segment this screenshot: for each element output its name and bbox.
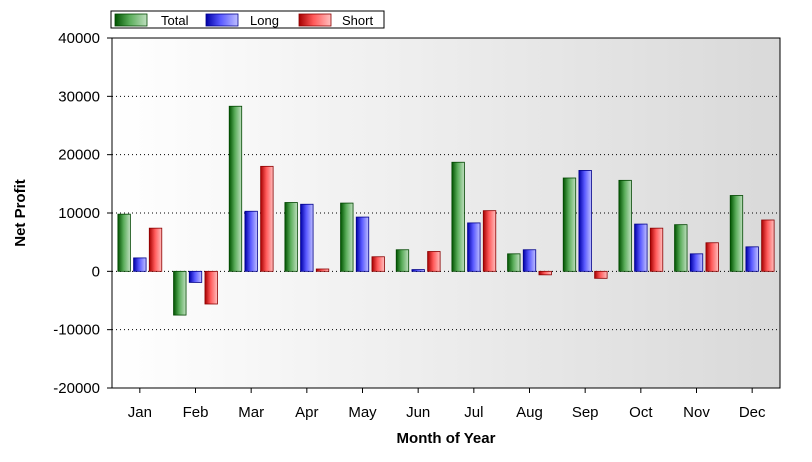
bar-long-feb: [188, 270, 203, 283]
legend-label-short: Short: [342, 13, 373, 28]
bar-total-apr: [284, 202, 298, 272]
x-tick-label: Aug: [516, 404, 543, 421]
bar-total-jun: [395, 249, 410, 272]
legend-label-long: Long: [250, 13, 279, 28]
x-tick-label: Oct: [629, 404, 653, 421]
legend-swatch-short: [298, 13, 332, 27]
bar-total-jul: [451, 161, 465, 272]
x-tick-label: Jul: [464, 404, 483, 421]
x-axis-title: Month of Year: [397, 430, 496, 447]
x-tick-label: May: [348, 404, 377, 421]
x-tick-label: Jun: [406, 404, 430, 421]
bar-total-dec: [729, 195, 744, 272]
bar-total-nov: [674, 224, 688, 272]
bar-short-oct: [649, 227, 664, 272]
legend-label-total: Total: [161, 13, 189, 28]
bars: [117, 105, 775, 316]
gridlines: [112, 95, 780, 331]
y-tick-label: 0: [92, 263, 100, 280]
x-tick-label: Jan: [128, 404, 152, 421]
x-tick-label: Feb: [183, 404, 209, 421]
bar-long-aug: [522, 249, 537, 272]
bar-short-jan: [148, 227, 163, 272]
y-tick-label: -20000: [53, 380, 100, 397]
x-tick-label: Nov: [683, 404, 710, 421]
bar-total-aug: [507, 253, 521, 272]
bar-long-jun: [411, 269, 425, 272]
bar-short-aug: [538, 270, 552, 276]
bar-total-jan: [117, 213, 131, 272]
y-tick-label: 10000: [58, 205, 100, 222]
bar-short-nov: [705, 242, 719, 272]
bar-short-sep: [594, 270, 608, 279]
bar-total-mar: [228, 105, 243, 272]
y-axis-title: Net Profit: [12, 179, 29, 247]
legend-swatch-total: [114, 13, 148, 27]
bar-short-jun: [427, 251, 441, 272]
bar-total-feb: [173, 270, 187, 316]
bar-long-sep: [578, 170, 592, 272]
y-tick-label: 40000: [58, 30, 100, 47]
bar-total-may: [340, 202, 354, 272]
x-tick-label: Apr: [295, 404, 318, 421]
bar-long-dec: [745, 246, 759, 272]
bar-short-jul: [482, 210, 497, 272]
y-tick-label: 30000: [58, 88, 100, 105]
bar-long-nov: [689, 253, 704, 272]
bar-short-mar: [260, 165, 274, 272]
bar-long-jan: [133, 257, 147, 272]
bar-short-may: [371, 256, 385, 272]
bar-long-jul: [467, 222, 481, 272]
y-tick-label: 20000: [58, 147, 100, 164]
legend-swatch-long: [205, 13, 239, 27]
bar-short-apr: [315, 268, 330, 272]
bar-long-may: [355, 216, 370, 272]
y-axis: -20000 -10000 0 10000 20000 30000 40000: [53, 30, 112, 397]
x-tick-label: Sep: [572, 404, 599, 421]
x-axis: Jan Feb Mar Apr May Jun Jul Aug Sep Oct Nov Dec: [128, 388, 766, 421]
bar-short-feb: [204, 270, 218, 305]
x-tick-label: Dec: [739, 404, 766, 421]
bar-long-oct: [634, 223, 648, 272]
bar-total-oct: [618, 179, 632, 272]
bar-long-mar: [244, 210, 258, 272]
bar-long-apr: [300, 203, 314, 272]
bar-total-sep: [562, 177, 577, 272]
legend: Total Long Short: [110, 10, 385, 29]
x-tick-label: Mar: [238, 404, 264, 421]
y-tick-label: -10000: [53, 322, 100, 339]
bar-short-dec: [761, 219, 775, 272]
